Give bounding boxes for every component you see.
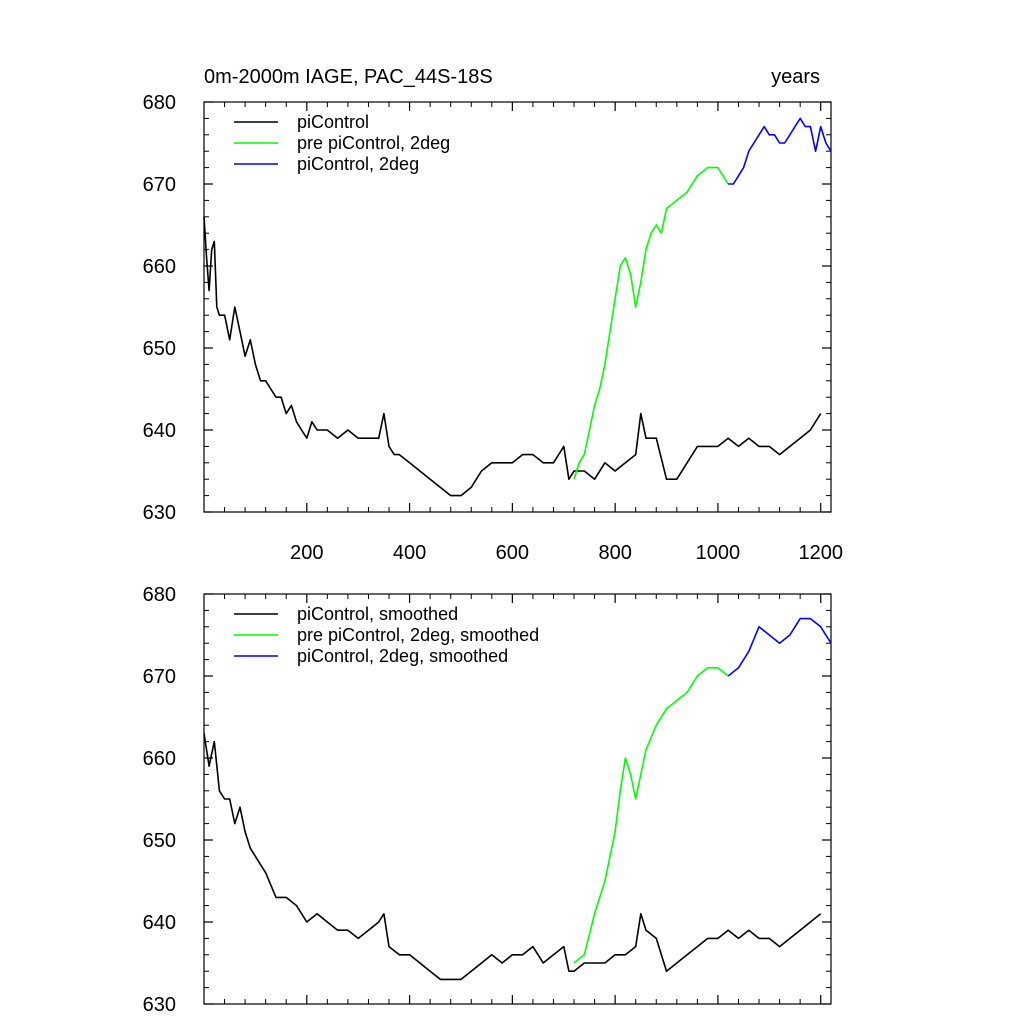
legend-label: piControl, 2deg, smoothed [297, 646, 508, 666]
y-tick-label: 650 [143, 338, 176, 360]
x-tick-label: 400 [393, 542, 426, 564]
series-line-2 [727, 617, 832, 677]
y-tick-label: 630 [143, 502, 176, 524]
axis-ticks: 630 640 650 660 670 680 200 400 600 800 1000 1200 [143, 92, 843, 564]
y-tick-label: 660 [143, 256, 176, 278]
x-tick-label: 1000 [696, 542, 741, 564]
series-line-1 [573, 666, 729, 964]
top-panel: 0m-2000m IAGE, PAC_44S-18S years 6306406… [143, 66, 843, 564]
x-tick-label: 1200 [798, 542, 843, 564]
x-tick-label: 800 [598, 542, 631, 564]
legend-label: pre piControl, 2deg, smoothed [297, 625, 539, 645]
chart-title-right: years [771, 66, 820, 88]
legend-label: piControl, 2deg [297, 154, 419, 174]
x-tick-label: 600 [496, 542, 529, 564]
chart-title: 0m-2000m IAGE, PAC_44S-18S [204, 66, 493, 88]
series-line-0 [203, 733, 822, 981]
series-line-1 [573, 166, 729, 480]
y-tick-label: 640 [143, 420, 176, 442]
y-tick-label: 670 [143, 666, 176, 688]
legend-label: piControl [297, 112, 369, 132]
series-layer [203, 617, 832, 981]
bottom-panel: 630 640 650 660 670 680 piControl, smoothedpr… [143, 584, 832, 1016]
y-tick-label: 660 [143, 748, 176, 770]
x-tick-label: 200 [290, 542, 323, 564]
y-tick-label: 650 [143, 830, 176, 852]
series-line-2 [728, 117, 832, 185]
legend-label: piControl, smoothed [297, 604, 458, 624]
series-line-0 [203, 216, 822, 497]
axis-ticks: 630 640 650 660 670 680 [143, 584, 831, 1016]
y-tick-label: 680 [143, 92, 176, 114]
y-tick-label: 680 [143, 584, 176, 606]
legend-label: pre piControl, 2deg [297, 133, 450, 153]
y-tick-label: 670 [143, 174, 176, 196]
plot-frame [203, 101, 832, 513]
y-tick-label: 640 [143, 912, 176, 934]
plot-frame [203, 593, 832, 1005]
y-tick-label: 630 [143, 994, 176, 1016]
series-layer [203, 117, 832, 497]
